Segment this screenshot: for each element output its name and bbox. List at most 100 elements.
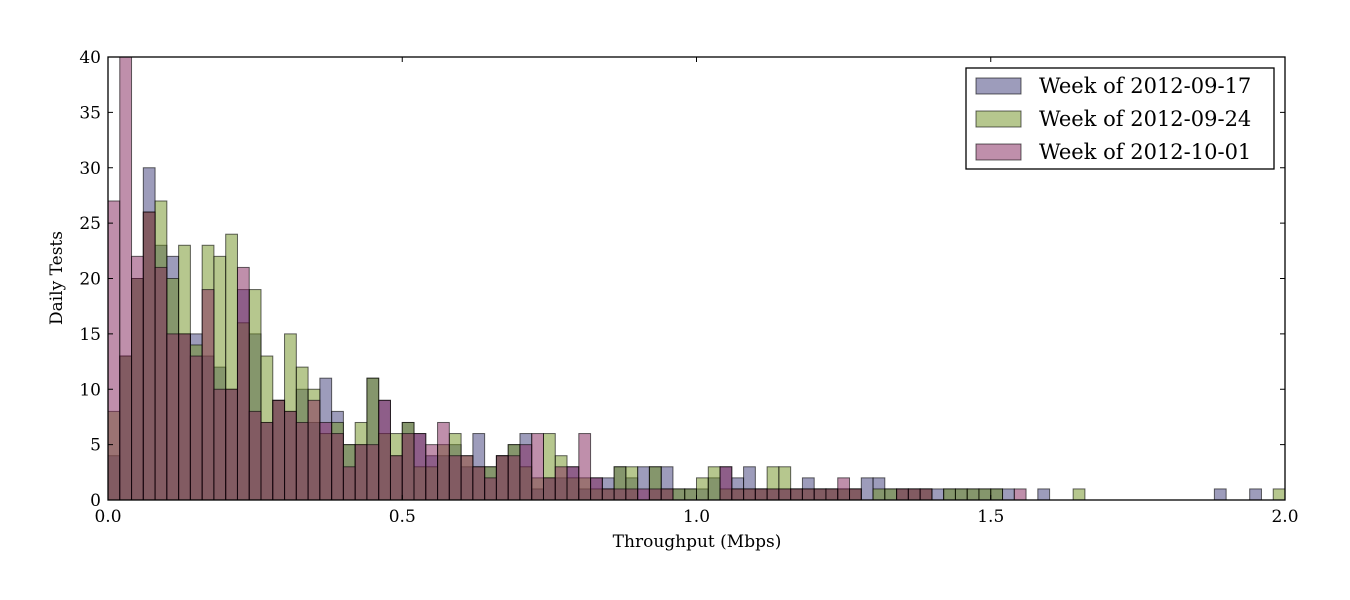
bar: [1002, 488, 1015, 501]
x-tick-label: 0.5: [389, 507, 416, 527]
ticks-layer: 0.0 0.5 1.0 1.5 2.0 0 5 10 15 20 25 30 35 40: [79, 48, 1298, 527]
bar: [601, 488, 615, 501]
series-3-bars: [107, 56, 1027, 501]
y-tick-label: 10: [79, 380, 101, 400]
bar: [754, 488, 768, 501]
legend-label: Week of 2012-09-24: [1039, 107, 1251, 131]
bar: [966, 488, 980, 501]
bar: [354, 444, 368, 501]
x-tick-label: 1.5: [977, 507, 1004, 527]
legend: Week of 2012-09-17 Week of 2012-09-24 Week…: [965, 67, 1275, 170]
bar: [248, 410, 262, 501]
bar: [1037, 488, 1051, 501]
bar: [131, 255, 144, 501]
bar: [872, 488, 886, 501]
bar: [484, 477, 497, 501]
y-tick-label: 0: [90, 491, 101, 511]
bar: [236, 266, 250, 501]
bar: [331, 433, 344, 501]
bar: [943, 488, 956, 501]
bar: [931, 488, 945, 501]
y-tick-label: 5: [90, 436, 101, 456]
bar: [1013, 488, 1027, 501]
bar: [495, 455, 509, 501]
bar: [578, 433, 592, 501]
bar: [119, 56, 133, 501]
legend-swatch: [975, 110, 1022, 128]
bar: [590, 477, 603, 501]
bar: [637, 488, 650, 501]
bar: [213, 388, 227, 501]
x-tick-label: 2.0: [1271, 507, 1298, 527]
bar: [284, 410, 297, 501]
bar: [378, 399, 391, 501]
bar: [919, 488, 933, 501]
bar: [801, 488, 815, 501]
y-axis-label: Daily Tests: [47, 231, 67, 325]
x-tick-label: 1.0: [683, 507, 710, 527]
bar: [225, 388, 238, 501]
bar: [825, 488, 839, 501]
legend-swatch: [975, 143, 1022, 161]
x-tick-label: 0.0: [94, 507, 121, 527]
bar: [766, 488, 780, 501]
y-tick-label: 30: [79, 159, 101, 179]
bar: [107, 200, 121, 501]
bar: [307, 399, 321, 501]
bar: [1249, 488, 1262, 501]
bar: [154, 266, 168, 501]
bar: [696, 477, 709, 501]
bar: [401, 433, 415, 501]
bar: [460, 455, 474, 501]
legend-label: Week of 2012-10-01: [1039, 140, 1251, 164]
bar: [1213, 488, 1227, 501]
bar: [1272, 488, 1286, 501]
x-axis-label: Throughput (Mbps): [613, 532, 782, 552]
bar: [1072, 488, 1086, 501]
bar: [531, 433, 544, 501]
bar: [295, 421, 309, 501]
bar: [519, 444, 533, 501]
bar: [837, 477, 851, 501]
bar: [660, 488, 674, 501]
bar: [707, 466, 721, 501]
bar: [896, 488, 909, 501]
bar: [272, 399, 286, 501]
bar: [425, 444, 439, 501]
bar: [990, 488, 1004, 501]
bar: [554, 466, 568, 501]
bar: [672, 488, 686, 501]
bar: [448, 455, 462, 501]
bar: [319, 421, 333, 501]
bar: [178, 333, 191, 501]
bar: [884, 488, 898, 501]
legend-items: Week of 2012-09-17 Week of 2012-09-24 Week…: [975, 74, 1251, 164]
bar: [954, 488, 968, 501]
bar: [648, 488, 662, 501]
bar: [719, 466, 733, 501]
legend-entry-2: Week of 2012-09-24: [975, 107, 1251, 131]
bar: [625, 488, 639, 501]
bar: [389, 455, 403, 501]
bar: [366, 444, 380, 501]
legend-label: Week of 2012-09-17: [1039, 74, 1251, 98]
legend-swatch: [975, 77, 1022, 95]
bar: [813, 488, 827, 501]
bar: [342, 466, 356, 501]
y-tick-label: 35: [79, 103, 101, 123]
y-tick-label: 20: [79, 270, 101, 290]
bar: [201, 289, 215, 501]
bar: [778, 488, 792, 501]
legend-entry-1: Week of 2012-09-17: [975, 74, 1251, 98]
bar: [790, 488, 803, 501]
bar: [166, 333, 180, 501]
bar: [743, 488, 756, 501]
bar: [684, 488, 697, 501]
bar: [731, 488, 745, 501]
bar: [907, 488, 921, 501]
bar: [507, 455, 521, 501]
bar: [613, 488, 627, 501]
y-tick-label: 40: [79, 48, 101, 68]
bar: [849, 488, 862, 501]
